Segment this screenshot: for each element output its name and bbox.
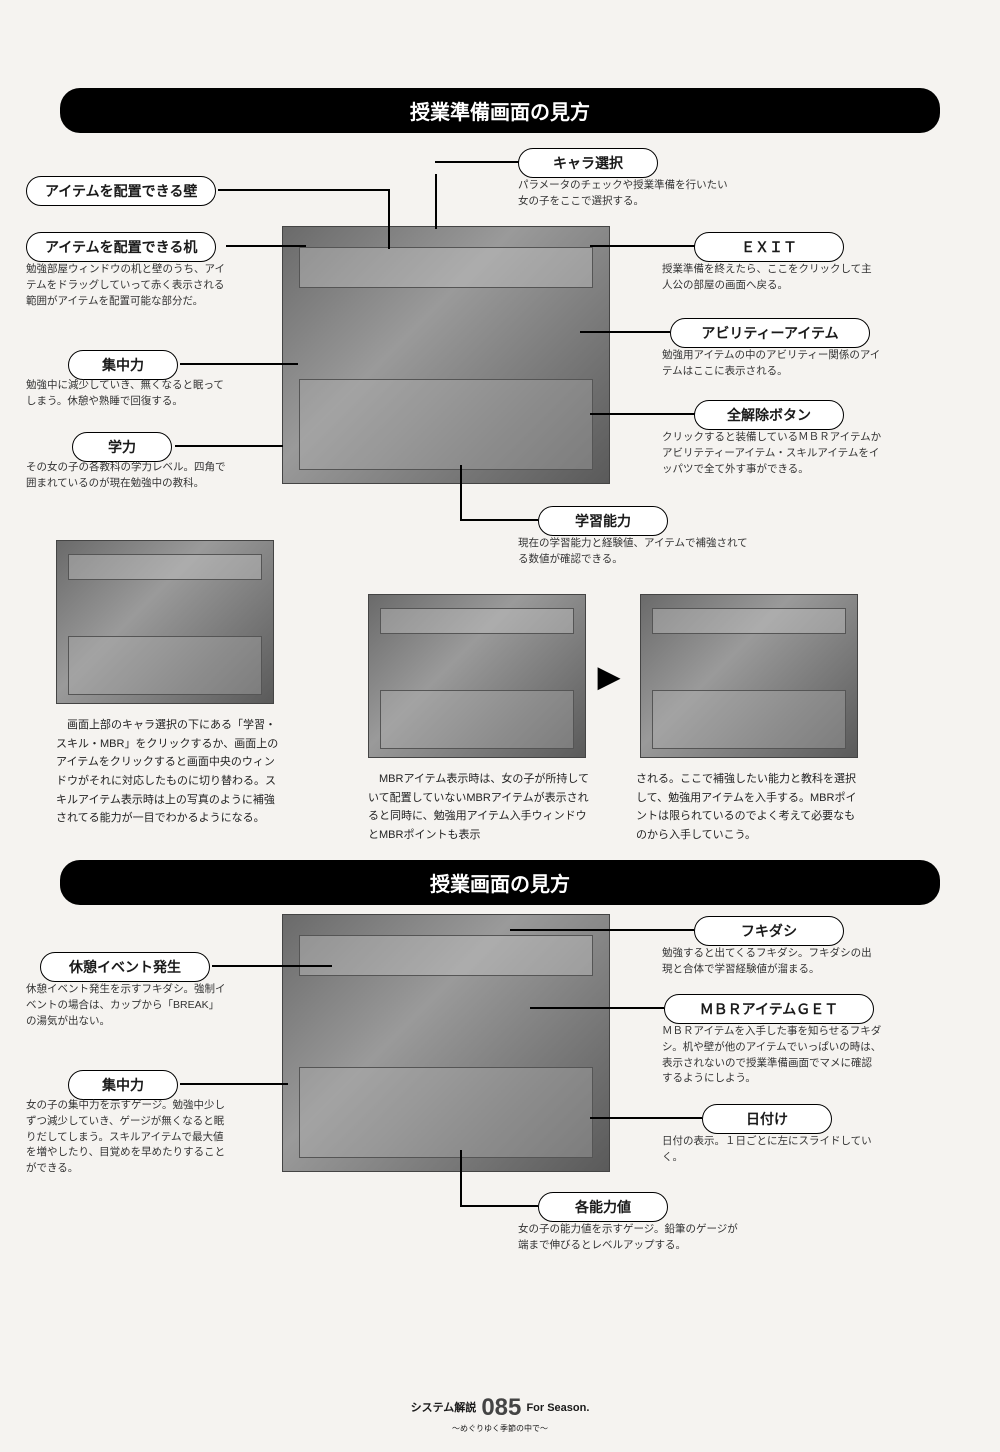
callout-desk: アイテムを配置できる机 bbox=[26, 232, 216, 262]
desc-mbrget: ＭＢＲアイテムを入手した事を知らせるフキダシ。机や壁が他のアイテムでいっぱいの時… bbox=[662, 1024, 882, 1087]
line bbox=[580, 331, 670, 333]
body-text-2: MBRアイテム表示時は、女の子が所持していて配置していないMBRアイテムが表示さ… bbox=[368, 770, 590, 845]
callout-learn: 学習能力 bbox=[538, 506, 668, 536]
line bbox=[530, 1007, 664, 1009]
callout-exit: ＥＸＩＴ bbox=[694, 232, 844, 262]
callout-mbrget: ＭＢＲアイテムＧＥＴ bbox=[664, 994, 874, 1024]
desc-ability: 勉強用アイテムの中のアビリティー関係のアイテムはここに表示される。 bbox=[662, 348, 882, 380]
desc-fukidashi: 勉強すると出てくるフキダシ。フキダシの出現と合体で学習経験値が溜まる。 bbox=[662, 946, 882, 978]
line bbox=[218, 189, 388, 191]
desc-desk: 勉強部屋ウィンドウの机と壁のうち、アイテムをドラッグしていって赤く表示される範囲… bbox=[26, 262, 226, 309]
line bbox=[212, 965, 332, 967]
banner-2: 授業画面の見方 bbox=[60, 860, 940, 905]
body-text-3: される。ここで補強したい能力と教科を選択して、勉強用アイテムを入手する。MBRポ… bbox=[636, 770, 858, 845]
desc-break: 休憩イベント発生を示すフキダシ。強制イベントの場合は、カップから「BREAK」の… bbox=[26, 982, 226, 1029]
line bbox=[226, 245, 306, 247]
callout-ability: アビリティーアイテム bbox=[670, 318, 870, 348]
callout-chara: キャラ選択 bbox=[518, 148, 658, 178]
line bbox=[175, 445, 283, 447]
line bbox=[435, 161, 519, 163]
page-footer: システム解説 085 For Season. ～めぐりゆく季節の中で～ bbox=[0, 1394, 1000, 1434]
arrow-icon: ▶ bbox=[598, 660, 620, 693]
line bbox=[460, 519, 538, 521]
screenshot-main-2 bbox=[282, 914, 610, 1172]
desc-exit: 授業準備を終えたら、ここをクリックして主人公の部屋の画面へ戻る。 bbox=[662, 262, 882, 294]
desc-focus1: 勉強中に減少していき、無くなると眠ってしまう。休憩や熟睡で回復する。 bbox=[26, 378, 226, 410]
callout-fukidashi: フキダシ bbox=[694, 916, 844, 946]
line bbox=[388, 189, 390, 249]
line bbox=[180, 1083, 288, 1085]
line bbox=[590, 413, 695, 415]
desc-focus2: 女の子の集中力を示すゲージ。勉強中少しずつ減少していき、ゲージが無くなると眠りだ… bbox=[26, 1098, 226, 1177]
screenshot-small-2 bbox=[368, 594, 586, 758]
desc-learn: 現在の学習能力と経験値、アイテムで補強されてる数値が確認できる。 bbox=[518, 536, 748, 568]
page-number: 085 bbox=[481, 1394, 521, 1421]
callout-break: 休憩イベント発生 bbox=[40, 952, 210, 982]
screenshot-small-1 bbox=[56, 540, 274, 704]
callout-date: 日付け bbox=[702, 1104, 832, 1134]
desc-stats: 女の子の能力値を示すゲージ。鉛筆のゲージが端まで伸びるとレベルアップする。 bbox=[518, 1222, 748, 1254]
desc-date: 日付の表示。１日ごとに左にスライドしていく。 bbox=[662, 1134, 882, 1166]
line bbox=[180, 363, 298, 365]
screenshot-small-3 bbox=[640, 594, 858, 758]
line bbox=[510, 929, 694, 931]
callout-focus1: 集中力 bbox=[68, 350, 178, 380]
callout-stats: 各能力値 bbox=[538, 1192, 668, 1222]
desc-study: その女の子の各教科の学力レベル。四角で囲まれているのが現在勉強中の教科。 bbox=[26, 460, 226, 492]
callout-focus2: 集中力 bbox=[68, 1070, 178, 1100]
desc-release: クリックすると装備しているＭＢＲアイテムかアビリテティーアイテム・スキルアイテム… bbox=[662, 430, 882, 477]
callout-release: 全解除ボタン bbox=[694, 400, 844, 430]
line bbox=[590, 1117, 702, 1119]
line bbox=[460, 1150, 462, 1205]
footer-sub: ～めぐりゆく季節の中で～ bbox=[452, 1424, 548, 1433]
line bbox=[460, 465, 462, 520]
body-text-1: 画面上部のキャラ選択の下にある「学習・スキル・MBR」をクリックするか、画面上の… bbox=[56, 716, 284, 828]
line bbox=[590, 245, 695, 247]
screenshot-main-1 bbox=[282, 226, 610, 484]
footer-right: For Season. bbox=[526, 1402, 589, 1414]
footer-left: システム解説 bbox=[411, 1402, 477, 1414]
desc-chara: パラメータのチェックや授業準備を行いたい女の子をここで選択する。 bbox=[518, 178, 738, 210]
callout-study: 学力 bbox=[72, 432, 172, 462]
line bbox=[460, 1205, 538, 1207]
callout-wall: アイテムを配置できる壁 bbox=[26, 176, 216, 206]
banner-1: 授業準備画面の見方 bbox=[60, 88, 940, 133]
line bbox=[435, 174, 437, 229]
